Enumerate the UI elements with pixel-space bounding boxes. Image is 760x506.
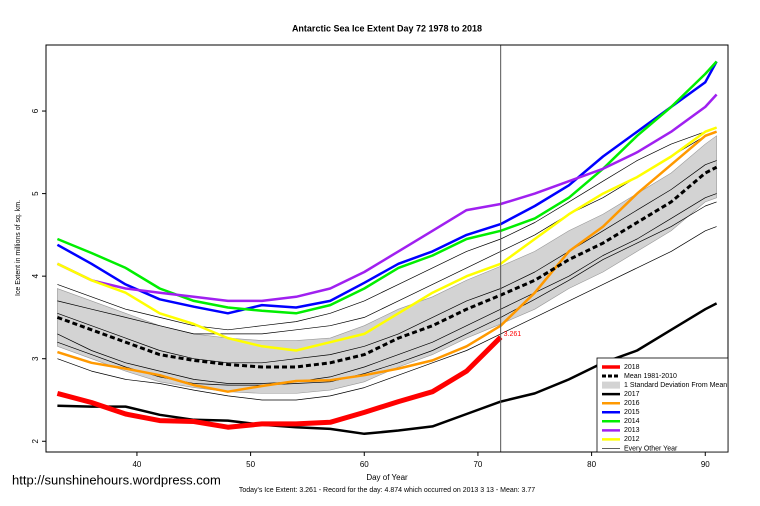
legend-label: Mean 1981-2010: [624, 373, 677, 380]
other-year-line: [57, 226, 717, 401]
legend-label: 2016: [624, 400, 640, 407]
y-tick-label: 3: [31, 356, 40, 361]
x-tick-label: 70: [473, 460, 482, 469]
y-tick-label: 4: [31, 273, 40, 278]
x-tick-label: 80: [587, 460, 596, 469]
year-line: [56, 93, 718, 303]
annotation: 3.261: [504, 331, 522, 338]
y-axis-label: Ice Extent in millions of sq. km.: [15, 200, 22, 296]
year-line: [56, 60, 718, 315]
x-tick-label: 50: [246, 460, 255, 469]
y-tick-label: 2: [31, 438, 40, 443]
watermark: http://sunshinehours.wordpress.com: [12, 472, 221, 487]
legend-label: 2014: [624, 418, 640, 425]
year-line: [57, 130, 718, 393]
footer: Today's Ice Extent: 3.261 - Record for t…: [239, 487, 535, 494]
other-year-line: [57, 160, 717, 364]
legend-label: 2017: [624, 391, 640, 398]
plot-frame: [45, 44, 729, 453]
plot-area: [56, 60, 718, 436]
legend-label: Every Other Year: [624, 445, 678, 452]
other-year-line: [57, 127, 717, 331]
y-tick-label: 6: [31, 108, 40, 113]
x-axis-label: Day of Year: [366, 473, 408, 482]
legend-label: 1 Standard Deviation From Mean: [624, 382, 727, 389]
year-line: [56, 335, 503, 430]
legend-swatch: [602, 381, 620, 389]
other-year-line: [57, 193, 717, 384]
legend-box: [596, 357, 729, 453]
chart-title: Antarctic Sea Ice Extent Day 72 1978 to …: [292, 23, 482, 33]
year-line: [57, 302, 718, 436]
x-tick-label: 40: [132, 460, 141, 469]
x-tick-label: 60: [360, 460, 369, 469]
mean-line: [56, 165, 718, 369]
legend-label: 2013: [624, 427, 640, 434]
year-line: [56, 126, 718, 352]
year-line: [56, 60, 718, 315]
legend-label: 2015: [624, 409, 640, 416]
legend-label: 2018: [624, 364, 640, 371]
x-tick-label: 90: [701, 460, 710, 469]
y-tick-label: 5: [31, 191, 40, 196]
legend-label: 2012: [624, 436, 640, 443]
